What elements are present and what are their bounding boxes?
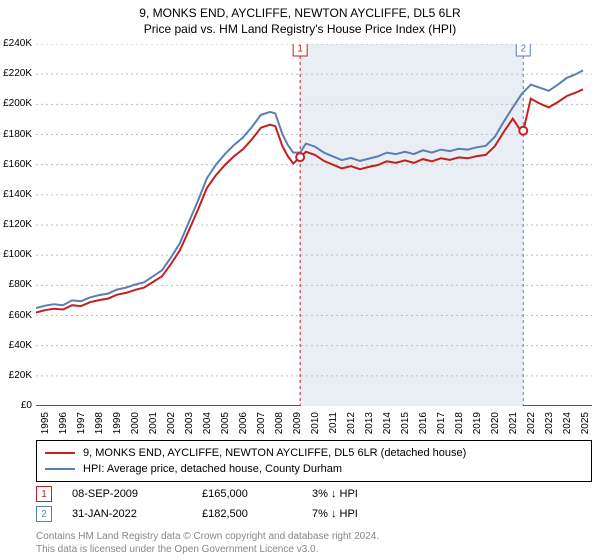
x-tick-label: 1998	[94, 412, 105, 442]
x-tick-label: 2012	[346, 412, 357, 442]
x-tick-label: 2001	[148, 412, 159, 442]
x-tick-label: 2006	[238, 412, 249, 442]
sale-date: 31-JAN-2022	[72, 508, 202, 520]
y-tick-label: £0	[0, 400, 32, 411]
legend-label: 9, MONKS END, AYCLIFFE, NEWTON AYCLIFFE,…	[83, 447, 466, 459]
x-tick-label: 2023	[544, 412, 555, 442]
x-tick-label: 2021	[508, 412, 519, 442]
sale-price: £165,000	[202, 488, 312, 500]
x-tick-label: 2010	[310, 412, 321, 442]
footer-line-1: Contains HM Land Registry data © Crown c…	[36, 531, 379, 542]
y-tick-label: £60K	[0, 310, 32, 321]
x-tick-label: 2000	[130, 412, 141, 442]
x-tick-label: 2013	[364, 412, 375, 442]
x-tick-label: 2004	[202, 412, 213, 442]
sale-diff: 7% ↓ HPI	[312, 508, 402, 520]
sale-row: 1 08-SEP-2009£165,0003% ↓ HPI	[36, 486, 592, 502]
y-tick-label: £40K	[0, 340, 32, 351]
chart-svg: 12	[36, 44, 592, 406]
sale-marker-number: 1	[297, 44, 303, 55]
footer-attribution: Contains HM Land Registry data © Crown c…	[36, 531, 379, 556]
sale-price: £182,500	[202, 508, 312, 520]
y-tick-label: £100K	[0, 249, 32, 260]
x-tick-label: 2017	[436, 412, 447, 442]
y-tick-label: £200K	[0, 98, 32, 109]
sale-marker-number: 2	[520, 44, 526, 55]
legend-item: HPI: Average price, detached house, Coun…	[45, 461, 583, 477]
x-tick-label: 2016	[418, 412, 429, 442]
x-tick-label: 1995	[40, 412, 51, 442]
x-tick-label: 2019	[472, 412, 483, 442]
legend: 9, MONKS END, AYCLIFFE, NEWTON AYCLIFFE,…	[36, 440, 592, 482]
x-tick-label: 2007	[256, 412, 267, 442]
y-tick-label: £220K	[0, 68, 32, 79]
y-tick-label: £80K	[0, 279, 32, 290]
x-tick-label: 2020	[490, 412, 501, 442]
x-tick-label: 2011	[328, 412, 339, 442]
y-tick-label: £240K	[0, 38, 32, 49]
sale-row: 2 31-JAN-2022£182,5007% ↓ HPI	[36, 506, 592, 522]
y-tick-label: £20K	[0, 370, 32, 381]
sale-diff: 3% ↓ HPI	[312, 488, 402, 500]
x-tick-label: 2005	[220, 412, 231, 442]
x-tick-label: 2018	[454, 412, 465, 442]
y-tick-label: £120K	[0, 219, 32, 230]
chart-title: 9, MONKS END, AYCLIFFE, NEWTON AYCLIFFE,…	[0, 6, 600, 20]
x-tick-label: 2009	[292, 412, 303, 442]
x-tick-label: 2008	[274, 412, 285, 442]
chart-plot-area: 12	[36, 44, 592, 406]
x-tick-label: 2003	[184, 412, 195, 442]
x-tick-label: 2015	[400, 412, 411, 442]
x-tick-label: 2022	[526, 412, 537, 442]
x-tick-label: 1997	[76, 412, 87, 442]
sale-number-box: 2	[36, 506, 52, 522]
sale-number-box: 1	[36, 486, 52, 502]
y-tick-label: £180K	[0, 129, 32, 140]
x-tick-label: 2014	[382, 412, 393, 442]
legend-swatch	[45, 468, 75, 470]
legend-label: HPI: Average price, detached house, Coun…	[83, 463, 342, 475]
sale-date: 08-SEP-2009	[72, 488, 202, 500]
y-tick-label: £140K	[0, 189, 32, 200]
footer-line-2: This data is licensed under the Open Gov…	[36, 544, 318, 555]
x-tick-label: 1999	[112, 412, 123, 442]
legend-swatch	[45, 452, 75, 454]
x-tick-label: 2025	[580, 412, 591, 442]
x-tick-label: 2024	[562, 412, 573, 442]
legend-item: 9, MONKS END, AYCLIFFE, NEWTON AYCLIFFE,…	[45, 445, 583, 461]
chart-subtitle: Price paid vs. HM Land Registry's House …	[0, 22, 600, 36]
x-tick-label: 2002	[166, 412, 177, 442]
x-tick-label: 1996	[58, 412, 69, 442]
y-tick-label: £160K	[0, 159, 32, 170]
sale-point-dot	[296, 153, 304, 161]
sale-point-dot	[519, 127, 527, 135]
